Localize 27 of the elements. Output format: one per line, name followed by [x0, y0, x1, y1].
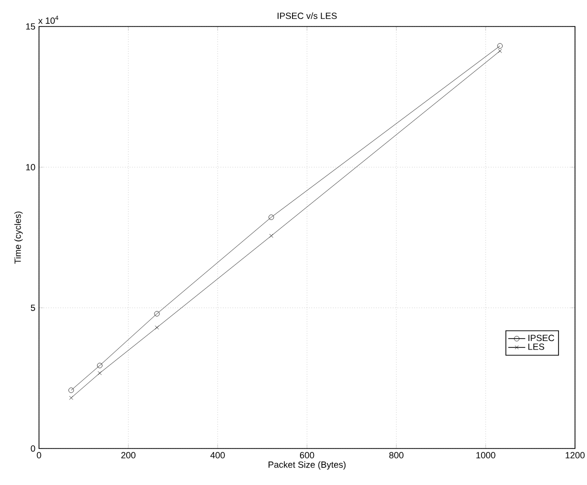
- text: x 10$^{4}$: [38, 16, 58, 24]
- point: [154, 326, 159, 330]
- point: [68, 388, 74, 393]
- point: [98, 371, 102, 376]
- x-tick-label: 200: [121, 452, 136, 458]
- y-axis-title: Time (cycles): [14, 212, 23, 264]
- point: [97, 362, 102, 368]
- x-axis-title: Packet Size (Bytes): [268, 461, 346, 470]
- x-tick-label: 1000: [476, 452, 496, 458]
- y-tick-label: 0: [30, 445, 36, 452]
- legend-label: LES: [528, 344, 544, 350]
- x-tick-label: 1200: [566, 452, 585, 458]
- point: [268, 214, 274, 220]
- y-tick-label: 10: [26, 164, 36, 170]
- x-tick-label: 600: [300, 452, 314, 458]
- point: [498, 49, 502, 53]
- x-tick-label: 400: [210, 452, 225, 458]
- x-tick-label: 0: [36, 452, 42, 458]
- point: [497, 43, 503, 49]
- y-tick-label: 5: [30, 304, 36, 311]
- x-tick-label: 800: [389, 452, 404, 458]
- chart-title: IPSEC v/s LES: [278, 12, 337, 20]
- y-tick-label: 15: [26, 23, 36, 30]
- point: [269, 234, 274, 238]
- point: [154, 311, 160, 316]
- point: [69, 396, 74, 400]
- legend-label: IPSEC: [528, 334, 554, 342]
